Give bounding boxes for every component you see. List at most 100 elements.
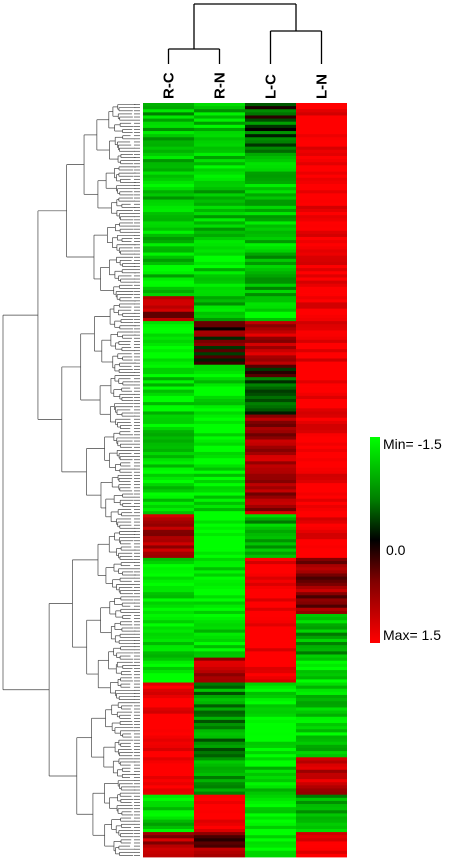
heatmap-cell (245, 573, 296, 577)
heatmap-cell (245, 791, 296, 796)
heatmap-cell (245, 483, 296, 487)
heatmap-cell (194, 732, 245, 736)
heatmap-cell (143, 561, 194, 565)
heatmap-cell (194, 202, 245, 207)
heatmap-cell (245, 146, 296, 151)
heatmap-cell (143, 408, 194, 412)
heatmap-cell (296, 623, 347, 627)
heatmap-cell (245, 822, 296, 827)
heatmap-cell (245, 252, 296, 257)
heatmap-cell (296, 629, 347, 634)
heatmap-cell (296, 333, 347, 338)
heatmap-cell (245, 370, 296, 375)
heatmap-cell (143, 794, 194, 799)
heatmap-cell (194, 380, 245, 384)
heatmap-cell (296, 747, 347, 752)
heatmap-cell (194, 433, 245, 437)
heatmap-cell (194, 582, 245, 587)
heatmap-cell (245, 744, 296, 749)
heatmap-cell (296, 249, 347, 253)
heatmap-cell (296, 467, 347, 472)
heatmap-cell (245, 713, 296, 718)
heatmap-cell (194, 610, 245, 615)
heatmap-cell (143, 461, 194, 465)
heatmap-cell (245, 361, 296, 366)
heatmap-cell (194, 847, 245, 852)
heatmap-cell (194, 112, 245, 116)
heatmap-cell (296, 660, 347, 665)
heatmap-cell (143, 579, 194, 584)
heatmap-cell (143, 430, 194, 434)
heatmap-cell (194, 249, 245, 253)
heatmap-cell (143, 682, 194, 687)
heatmap-cell (245, 673, 296, 677)
heatmap-cell (245, 523, 296, 528)
heatmap-cell (194, 280, 245, 285)
heatmap-cell (143, 202, 194, 207)
heatmap-cell (143, 177, 194, 182)
heatmap-cell (143, 317, 194, 322)
heatmap-cell (245, 277, 296, 281)
heatmap-cell (245, 782, 296, 786)
heatmap-cell (296, 408, 347, 412)
heatmap-cell (143, 589, 194, 593)
heatmap-cell (296, 526, 347, 531)
heatmap-cell (194, 149, 245, 154)
heatmap-cell (194, 252, 245, 257)
heatmap-cell (143, 548, 194, 553)
heatmap-cell (194, 694, 245, 699)
heatmap-cell (194, 775, 245, 780)
heatmap-cell (296, 841, 347, 845)
heatmap-cell (194, 747, 245, 752)
heatmap-cell (296, 355, 347, 359)
heatmap-cell (296, 349, 347, 353)
heatmap-cell (194, 595, 245, 599)
heatmap-cell (245, 377, 296, 381)
heatmap-cell (245, 685, 296, 690)
heatmap-cell (296, 735, 347, 740)
heatmap-cell (245, 268, 296, 272)
heatmap-cell (194, 458, 245, 462)
heatmap-cell (245, 716, 296, 721)
heatmap-cell (296, 529, 347, 534)
heatmap-cell (245, 629, 296, 634)
heatmap-cell (194, 529, 245, 534)
heatmap-cell (296, 342, 347, 347)
heatmap-cell (143, 115, 194, 119)
heatmap-cell (194, 642, 245, 646)
heatmap-cell (245, 221, 296, 225)
heatmap-cell (296, 651, 347, 655)
heatmap-cell (194, 451, 245, 456)
heatmap-cell (143, 670, 194, 674)
heatmap-cell (143, 165, 194, 169)
heatmap-cell (194, 346, 245, 350)
heatmap-cell (143, 336, 194, 341)
heatmap-cell (194, 598, 245, 602)
heatmap-cell (245, 657, 296, 662)
heatmap-cell (296, 121, 347, 126)
heatmap-cell (194, 411, 245, 415)
heatmap-cell (245, 124, 296, 129)
heatmap-cell (143, 324, 194, 328)
heatmap-cell (143, 754, 194, 758)
heatmap-cell (245, 430, 296, 434)
heatmap-cell (194, 233, 245, 238)
heatmap-cell (143, 346, 194, 350)
heatmap-cell (245, 719, 296, 724)
heatmap-cell (245, 498, 296, 503)
heatmap-cell (194, 632, 245, 637)
heatmap-cell (194, 545, 245, 549)
heatmap-cell (143, 810, 194, 814)
heatmap-cell (296, 520, 347, 525)
heatmap-cell (143, 480, 194, 484)
heatmap-cell (245, 121, 296, 126)
heatmap-cell (296, 255, 347, 260)
heatmap-cell (194, 131, 245, 135)
heatmap-cell (296, 810, 347, 814)
column-label: L-C (263, 74, 280, 99)
heatmap-cell (194, 520, 245, 525)
heatmap-cell (245, 495, 296, 500)
heatmap-cell (296, 296, 347, 300)
heatmap-cell (245, 810, 296, 814)
heatmap-cell (296, 302, 347, 306)
